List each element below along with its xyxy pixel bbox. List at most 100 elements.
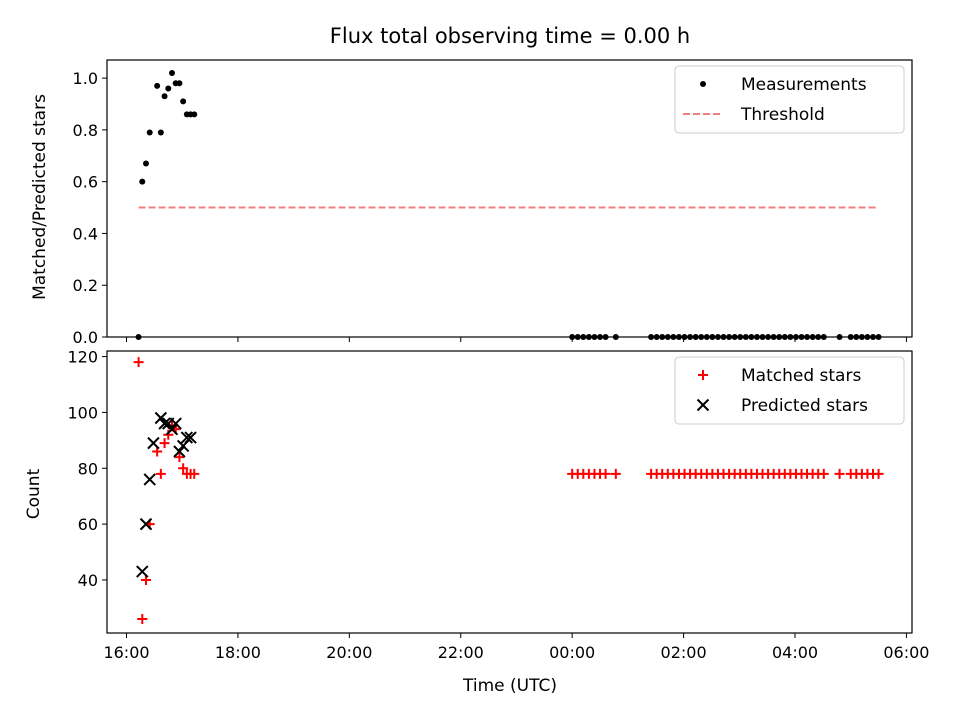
legend-matched-swatch <box>698 370 708 380</box>
predicted-stars-point <box>136 565 149 578</box>
x-tick-label: 06:00 <box>883 643 929 662</box>
measurement-point <box>612 334 619 340</box>
measurement-point <box>781 334 788 340</box>
measurement-point <box>591 334 598 340</box>
measurement-point <box>698 334 705 340</box>
measurement-point <box>737 334 744 340</box>
measurement-point <box>664 334 671 340</box>
star-count-panel: 16:00 18:00 20:00 22:00 00:00 02:00 04:00 06:00… <box>67 348 929 662</box>
chart-title: Flux total observing time = 0.00 h <box>330 24 690 48</box>
measurement-point <box>748 334 755 340</box>
measurement-point <box>703 334 710 340</box>
measurement-point <box>798 334 805 340</box>
measurement-point <box>720 334 727 340</box>
measurement-point <box>146 129 153 136</box>
measurement-point <box>135 334 142 340</box>
predicted-stars-point <box>158 417 171 430</box>
y-tick-label: 40 <box>78 571 98 590</box>
measurement-point <box>864 334 871 340</box>
measurement-point <box>714 334 721 340</box>
y-tick-label: 80 <box>78 459 98 478</box>
bottom-y-axis-label: Count <box>24 468 44 519</box>
measurement-point <box>853 334 860 340</box>
legend-label: Predicted stars <box>741 396 868 416</box>
measurement-point <box>804 334 811 340</box>
measurement-point <box>574 334 581 340</box>
measurement-point <box>142 160 149 167</box>
plot-frame <box>106 350 913 634</box>
matched-stars-point <box>834 468 845 479</box>
measurement-point <box>687 334 694 340</box>
measurement-point <box>180 98 187 105</box>
measurement-point <box>139 178 146 185</box>
legend-box <box>674 356 905 425</box>
measurement-point <box>154 82 161 89</box>
legend-label: Threshold <box>740 105 825 125</box>
matched-stars-point <box>163 429 174 440</box>
measurement-point <box>168 69 175 76</box>
legend-label: Matched stars <box>741 366 861 386</box>
measurement-point <box>792 334 799 340</box>
measurement-point <box>770 334 777 340</box>
predicted-stars-point <box>147 436 160 450</box>
predicted-stars-point <box>169 417 182 430</box>
measurement-point <box>653 334 660 340</box>
measurement-point <box>692 334 699 340</box>
x-tick-label: 02:00 <box>661 643 707 662</box>
measurement-point <box>870 334 877 340</box>
y-tick-label: 0.6 <box>73 173 98 192</box>
matched-stars-point <box>159 438 170 449</box>
measurement-point <box>670 334 677 340</box>
matched-stars-point <box>178 463 189 474</box>
x-axis-label: Time (UTC) <box>462 676 557 696</box>
measurement-point <box>597 334 604 340</box>
y-tick-label: 0.4 <box>73 224 98 243</box>
measurement-point <box>681 334 688 340</box>
predicted-stars-point <box>139 517 153 531</box>
measurement-point <box>815 334 822 340</box>
measurement-point <box>731 334 738 340</box>
measurement-point <box>765 334 772 340</box>
plot-frame <box>106 59 913 338</box>
predicted-stars-point <box>143 473 156 486</box>
predicted-stars-point <box>165 422 179 436</box>
legend-box <box>674 65 905 134</box>
matched-stars-point <box>133 357 144 368</box>
x-tick-label: 18:00 <box>215 643 261 662</box>
measurement-point <box>753 334 760 340</box>
measurement-point <box>787 334 794 340</box>
x-tick-label: 16:00 <box>103 643 149 662</box>
predicted-stars-point <box>180 431 194 444</box>
top-y-axis-label: Matched/Predicted stars <box>30 94 50 300</box>
matched-stars-point <box>610 468 621 479</box>
measurement-point <box>569 334 576 340</box>
matched-stars-point <box>174 452 185 463</box>
y-tick-label: 60 <box>78 515 98 534</box>
measurement-point <box>191 111 198 118</box>
predicted-stars-point <box>173 445 186 458</box>
predicted-stars-point <box>184 431 197 444</box>
measurement-point <box>602 334 609 340</box>
measurement-point <box>580 334 587 340</box>
measurement-point <box>759 334 766 340</box>
measurement-point <box>176 80 183 87</box>
measurement-point <box>847 334 854 340</box>
measurement-point <box>709 334 716 340</box>
x-tick-label: 22:00 <box>438 643 484 662</box>
measurement-point <box>875 334 882 340</box>
measurement-point <box>161 93 168 100</box>
matched-stars-point <box>137 614 148 625</box>
measurement-point <box>858 334 865 340</box>
y-tick-label: 0.0 <box>73 328 98 347</box>
x-tick-label: 04:00 <box>772 643 818 662</box>
x-tick-label: 20:00 <box>326 643 372 662</box>
legend-label: Measurements <box>741 75 867 95</box>
measurement-point <box>809 334 816 340</box>
y-tick-label: 1.0 <box>73 69 98 88</box>
legend-predicted-swatch <box>696 398 710 412</box>
y-tick-label: 100 <box>67 403 98 422</box>
predicted-stars-point <box>154 411 168 425</box>
y-tick-label: 0.8 <box>73 121 98 140</box>
matched-stars-point <box>873 468 884 479</box>
